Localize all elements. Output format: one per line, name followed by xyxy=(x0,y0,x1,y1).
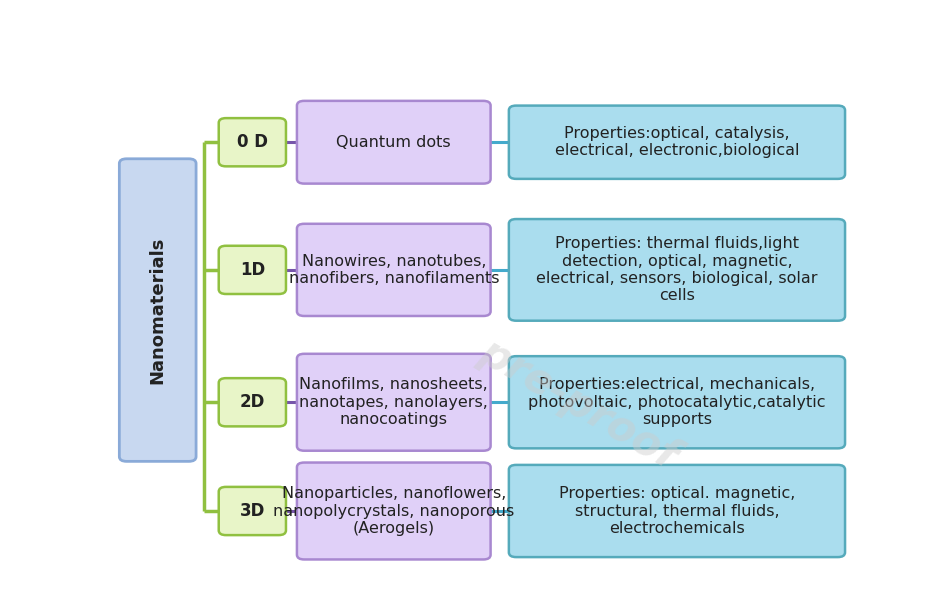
Text: Quantum dots: Quantum dots xyxy=(337,134,451,150)
FancyBboxPatch shape xyxy=(297,223,490,316)
FancyBboxPatch shape xyxy=(219,118,286,166)
Text: Properties: optical. magnetic,
structural, thermal fluids,
electrochemicals: Properties: optical. magnetic, structura… xyxy=(559,486,795,536)
FancyBboxPatch shape xyxy=(509,106,845,179)
FancyBboxPatch shape xyxy=(509,356,845,448)
FancyBboxPatch shape xyxy=(509,465,845,557)
Text: Nanowires, nanotubes,
nanofibers, nanofilaments: Nanowires, nanotubes, nanofibers, nanofi… xyxy=(289,254,499,286)
Text: Nanomaterials: Nanomaterials xyxy=(149,236,167,384)
Text: 0 D: 0 D xyxy=(237,133,268,151)
Text: Properties:electrical, mechanicals,
photovoltaic, photocatalytic,catalytic
suppo: Properties:electrical, mechanicals, phot… xyxy=(528,378,826,427)
FancyBboxPatch shape xyxy=(297,354,490,451)
FancyBboxPatch shape xyxy=(297,101,490,184)
FancyBboxPatch shape xyxy=(120,159,196,461)
Text: Properties: thermal fluids,light
detection, optical, magnetic,
electrical, senso: Properties: thermal fluids,light detecti… xyxy=(537,236,818,303)
FancyBboxPatch shape xyxy=(297,462,490,559)
Text: 3D: 3D xyxy=(240,502,265,520)
Text: Properties:optical, catalysis,
electrical, electronic,biological: Properties:optical, catalysis, electrica… xyxy=(554,126,800,158)
Text: 2D: 2D xyxy=(240,393,265,411)
Text: Nanofilms, nanosheets,
nanotapes, nanolayers,
nanocoatings: Nanofilms, nanosheets, nanotapes, nanola… xyxy=(299,378,488,427)
FancyBboxPatch shape xyxy=(509,219,845,321)
Text: 1D: 1D xyxy=(240,261,265,279)
FancyBboxPatch shape xyxy=(219,378,286,426)
Text: Nanoparticles, nanoflowers,
nanopolycrystals, nanoporous
(Aerogels): Nanoparticles, nanoflowers, nanopolycrys… xyxy=(273,486,514,536)
FancyBboxPatch shape xyxy=(219,487,286,535)
FancyBboxPatch shape xyxy=(219,246,286,294)
Text: pre-proof: pre-proof xyxy=(472,331,685,478)
